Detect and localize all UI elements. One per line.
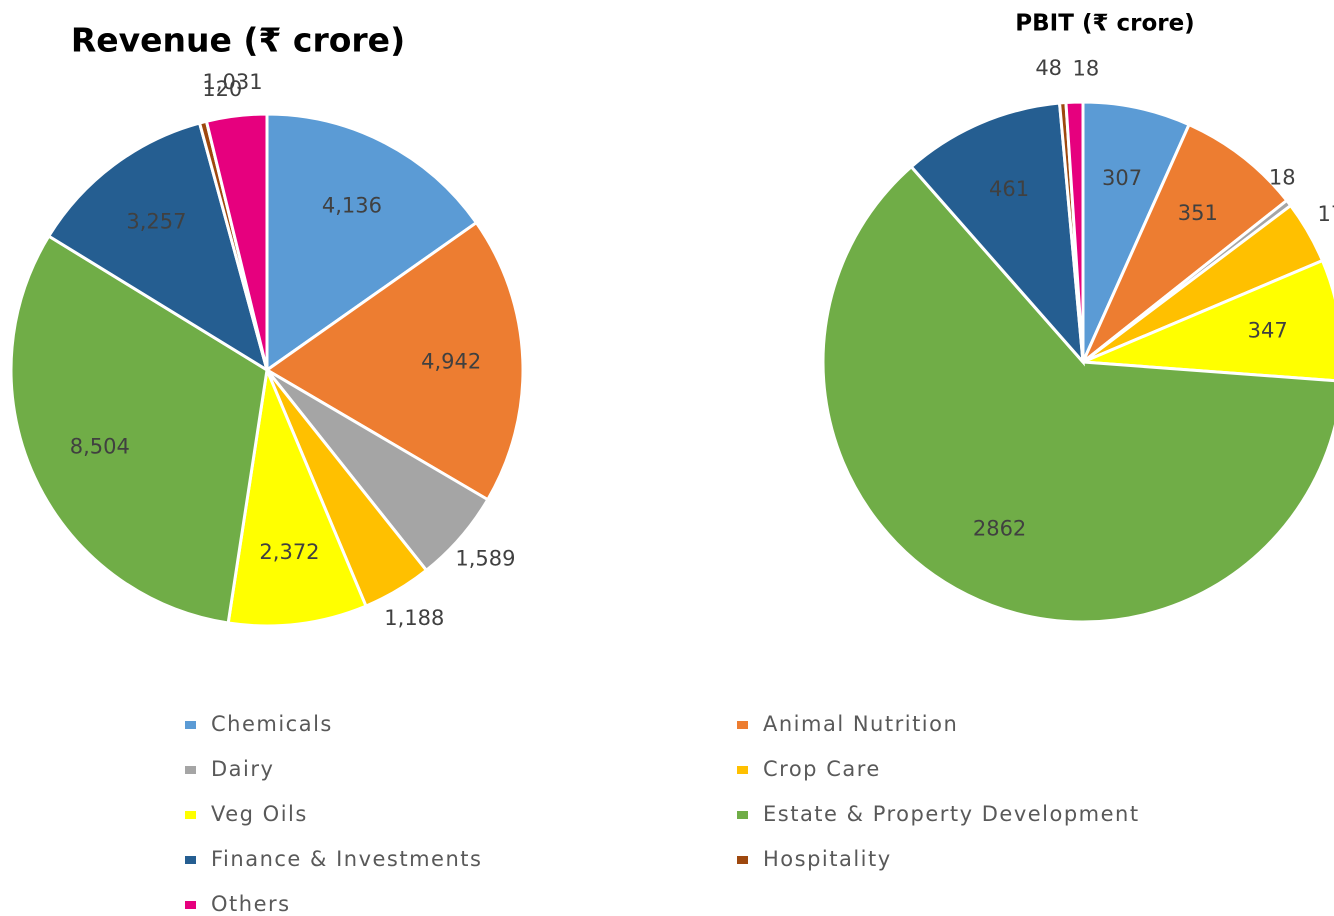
data-label: 4,942 — [421, 349, 481, 373]
pie-slice — [1064, 100, 1085, 363]
pie-slice — [264, 220, 525, 502]
legend-label: Veg Oils — [211, 802, 308, 826]
pie-slice — [1081, 100, 1192, 363]
pie-slice — [1081, 122, 1289, 364]
pie-slice — [46, 121, 270, 374]
legend-label: Chemicals — [211, 712, 333, 736]
data-label: 2,372 — [259, 540, 319, 564]
chart-title: PBIT (₹ crore) — [1015, 11, 1194, 37]
legend-swatch — [185, 811, 196, 819]
data-label: 1,188 — [384, 606, 444, 630]
legend-label: Finance & Investments — [211, 847, 482, 871]
legend-swatch — [185, 766, 196, 774]
data-label: 18 — [1269, 166, 1296, 190]
legend-label: Dairy — [211, 757, 274, 781]
data-label: 3,257 — [126, 210, 186, 234]
pie-slice — [226, 364, 368, 628]
data-label: 1,589 — [455, 547, 515, 571]
data-label: 18 — [1073, 56, 1100, 80]
data-label: 461 — [989, 177, 1029, 201]
legend-label: Crop Care — [763, 757, 881, 781]
data-label: 120 — [202, 77, 242, 101]
chart-title: Revenue (₹ crore) — [71, 21, 405, 60]
pie-slice — [821, 164, 1334, 624]
data-label: 347 — [1248, 319, 1288, 343]
data-label: 48 — [1035, 56, 1062, 80]
legend-label: Others — [211, 892, 291, 916]
legend-label: Animal Nutrition — [763, 712, 958, 736]
legend-swatch — [737, 856, 748, 864]
legend-swatch — [185, 856, 196, 864]
legend-swatch — [185, 721, 196, 729]
data-label: 179 — [1317, 202, 1334, 226]
pie-slice — [9, 234, 269, 625]
data-label: 4,136 — [322, 193, 382, 217]
pie-slice — [1082, 258, 1334, 383]
data-label: 307 — [1102, 166, 1142, 190]
legend-label: Estate & Property Development — [763, 802, 1140, 826]
pie-slice — [265, 112, 479, 373]
legend-swatch — [737, 766, 748, 774]
legend-swatch — [185, 901, 196, 909]
data-label: 2862 — [973, 517, 1026, 541]
pie-slice — [204, 112, 269, 371]
legend-label: Hospitality — [763, 847, 892, 871]
data-label: 8,504 — [70, 435, 130, 459]
legend-swatch — [737, 721, 748, 729]
legend-swatch — [737, 811, 748, 819]
data-label: 351 — [1178, 201, 1218, 225]
pie-slice — [909, 101, 1085, 367]
data-label: 1,031 — [202, 70, 262, 94]
